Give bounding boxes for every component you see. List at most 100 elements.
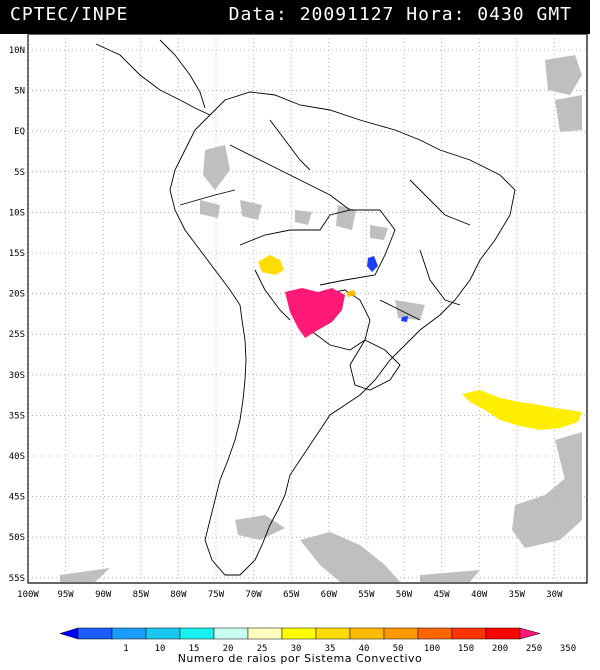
lat-label: 25S bbox=[9, 330, 25, 340]
legend-value-label: 150 bbox=[458, 644, 474, 654]
lon-label: 65W bbox=[283, 590, 300, 600]
lat-label: 20S bbox=[9, 290, 25, 300]
timezone: GMT bbox=[536, 4, 572, 25]
cloud-patagonia-sea bbox=[300, 532, 400, 582]
lon-label: 55W bbox=[358, 590, 375, 600]
cloud-south-atlantic bbox=[512, 450, 582, 548]
central-america-coast bbox=[95, 43, 211, 116]
legend-swatch bbox=[281, 627, 317, 640]
lon-label: 35W bbox=[509, 590, 526, 600]
cloud-north-atlantic bbox=[545, 55, 582, 95]
legend-swatch bbox=[383, 627, 419, 640]
lat-label: 35S bbox=[9, 411, 25, 421]
cloud-colombia bbox=[203, 145, 230, 190]
longitude-labels: 100W 95W 90W 85W 80W 75W 70W 65W 60W 55W 50W 45W 40W… bbox=[17, 590, 563, 600]
central-america-caribbean bbox=[159, 39, 206, 109]
legend-swatch bbox=[315, 627, 351, 640]
cloud-rondonia bbox=[295, 210, 312, 225]
legend-value-label: 100 bbox=[424, 644, 440, 654]
lat-label: 40S bbox=[9, 452, 25, 462]
lat-label: 5S bbox=[14, 168, 25, 178]
border-venezuela bbox=[269, 119, 311, 171]
lon-label: 80W bbox=[170, 590, 187, 600]
legend-labels: 1 10 15 20 25 30 35 40 50 100 150 200 250 350 bbox=[123, 644, 576, 654]
border-colombia-brazil bbox=[229, 144, 351, 211]
timestamp: Data: 20091127 Hora: 0430 GMT bbox=[229, 4, 572, 25]
lon-label: 60W bbox=[321, 590, 338, 600]
legend-colorbar bbox=[59, 627, 541, 640]
south-america-outline bbox=[169, 91, 516, 576]
lon-label: 90W bbox=[95, 590, 112, 600]
mato-grosso-system bbox=[367, 256, 378, 272]
lat-label: 45S bbox=[9, 493, 25, 503]
lat-label: 50S bbox=[9, 533, 25, 543]
legend-value-label: 10 bbox=[155, 644, 166, 654]
cloud-peru bbox=[240, 200, 262, 220]
legend-swatch bbox=[417, 627, 453, 640]
border-brazil-states-east bbox=[419, 249, 461, 306]
border-ecuador-peru bbox=[179, 189, 236, 206]
paraguay-system bbox=[285, 288, 345, 338]
coastlines bbox=[95, 39, 516, 576]
legend-swatch bbox=[349, 627, 385, 640]
lon-label: 100W bbox=[17, 590, 39, 600]
lat-label: 15S bbox=[9, 249, 25, 259]
legend-value-label: 50 bbox=[393, 644, 404, 654]
lat-label: 30S bbox=[9, 371, 25, 381]
cloud-south-sea bbox=[420, 570, 480, 582]
legend-title: Numero de raios por Sistema Convectivo bbox=[177, 652, 423, 665]
legend-swatch bbox=[145, 627, 181, 640]
lat-label: 10N bbox=[9, 46, 25, 56]
legend-swatch bbox=[59, 627, 79, 640]
date-value: 20091127 bbox=[299, 4, 395, 25]
latitude-labels: 10N 5N EQ 5S 10S 15S 20S 25S 30S 35S 40S 45S 50S 55S bbox=[9, 46, 25, 584]
cloud-ecuador bbox=[200, 200, 220, 218]
legend-swatch bbox=[77, 627, 113, 640]
title-bar: CPTEC/INPE Data: 20091127 Hora: 0430 GMT bbox=[0, 0, 590, 34]
lon-label: 95W bbox=[57, 590, 74, 600]
lon-label: 30W bbox=[546, 590, 563, 600]
legend-swatch bbox=[111, 627, 147, 640]
lon-label: 70W bbox=[245, 590, 262, 600]
lon-label: 40W bbox=[471, 590, 488, 600]
cloud-brazil-center bbox=[370, 225, 388, 240]
lat-label: 55S bbox=[9, 574, 25, 584]
border-uruguay-region bbox=[349, 339, 401, 391]
lat-label: 5N bbox=[14, 87, 25, 97]
legend-value-label: 250 bbox=[526, 644, 542, 654]
legend-value-label: 200 bbox=[492, 644, 508, 654]
cloud-amazon bbox=[336, 205, 356, 230]
border-brazil-states-south bbox=[379, 299, 421, 321]
parana-system bbox=[401, 316, 408, 322]
legend-value-label: 30 bbox=[291, 644, 302, 654]
legend-value-label: 40 bbox=[359, 644, 370, 654]
legend-swatch bbox=[519, 627, 541, 640]
legend-swatch bbox=[213, 627, 249, 640]
date-label: Data: bbox=[228, 4, 288, 25]
border-bolivia-brazil bbox=[239, 209, 396, 286]
cloud-sao-paulo bbox=[395, 300, 425, 320]
bolivia-system bbox=[258, 255, 284, 275]
cloud-north-atlantic-2 bbox=[555, 95, 582, 132]
lon-label: 50W bbox=[396, 590, 413, 600]
lat-label: 10S bbox=[9, 208, 25, 218]
legend-value-label: 25 bbox=[257, 644, 268, 654]
chaco-east-system bbox=[346, 290, 356, 297]
cloud-pacific-south bbox=[60, 568, 110, 582]
border-chile-bolivia bbox=[254, 269, 291, 321]
legend-value-label: 35 bbox=[325, 644, 336, 654]
lon-label: 85W bbox=[133, 590, 150, 600]
legend-value-label: 1 bbox=[123, 644, 128, 654]
lon-label: 45W bbox=[433, 590, 450, 600]
cloud-patches bbox=[60, 55, 582, 582]
atlantic-system bbox=[462, 390, 582, 430]
legend-swatch bbox=[179, 627, 215, 640]
border-brazil-states-northeast bbox=[409, 179, 471, 226]
legend-swatch bbox=[485, 627, 521, 640]
time-label: Hora: bbox=[406, 4, 466, 25]
time-value: 0430 bbox=[477, 4, 525, 25]
legend-value-label: 20 bbox=[223, 644, 234, 654]
convective-systems bbox=[258, 255, 582, 430]
lat-label: EQ bbox=[14, 127, 25, 137]
